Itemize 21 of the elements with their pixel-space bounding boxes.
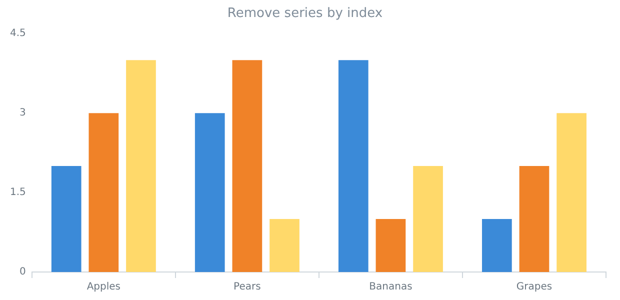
bar [51,166,82,272]
bar [376,219,406,272]
y-tick-label: 3 [20,108,26,119]
bar [270,219,300,272]
x-tick-label: Grapes [516,282,552,293]
y-tick-label: 4.5 [10,28,26,40]
bar [556,113,586,272]
x-tick-label: Pears [234,282,261,293]
bar [338,60,368,272]
chart-title: Remove series by index [227,6,383,22]
bar [126,60,156,272]
y-tick-label: 0 [20,266,26,278]
bar [519,166,550,272]
y-tick-label: 1.5 [10,187,26,198]
bar [413,166,443,272]
bar [88,113,119,272]
bar [482,219,512,272]
x-tick-label: Bananas [369,282,412,293]
bar [194,113,225,272]
bar [232,60,262,272]
x-tick-label: Apples [86,282,121,293]
